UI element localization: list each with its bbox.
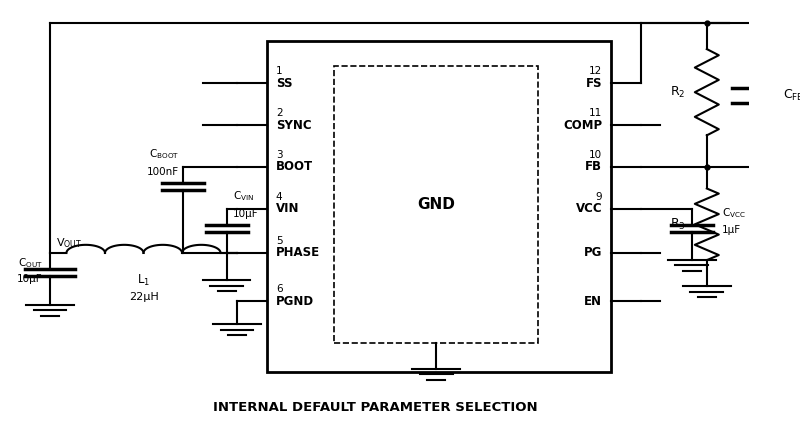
Text: PGND: PGND — [276, 295, 314, 308]
Text: SS: SS — [276, 77, 293, 89]
Text: 5: 5 — [276, 236, 282, 246]
Text: $\mathrm{L_1}$: $\mathrm{L_1}$ — [137, 273, 150, 288]
Text: COMP: COMP — [563, 119, 602, 132]
Text: 4: 4 — [276, 192, 282, 202]
Text: FS: FS — [586, 77, 602, 89]
Text: PG: PG — [584, 246, 602, 260]
Text: VCC: VCC — [575, 203, 602, 215]
Text: SYNC: SYNC — [276, 119, 311, 132]
Bar — [267, 41, 611, 372]
Text: $\mathrm{C_{BOOT}}$: $\mathrm{C_{BOOT}}$ — [150, 148, 179, 161]
Text: $\mathrm{C_{OUT}}$: $\mathrm{C_{OUT}}$ — [18, 257, 42, 271]
Text: $\mathrm{C_{VCC}}$: $\mathrm{C_{VCC}}$ — [722, 206, 746, 220]
Text: BOOT: BOOT — [276, 160, 313, 173]
Text: 22μH: 22μH — [129, 292, 158, 302]
Text: FB: FB — [585, 160, 602, 173]
Text: 100nF: 100nF — [147, 167, 179, 177]
Text: 2: 2 — [276, 108, 282, 118]
Text: VIN: VIN — [276, 203, 299, 215]
Text: GND: GND — [418, 197, 455, 212]
Bar — [334, 66, 538, 343]
Text: 1μF: 1μF — [722, 225, 741, 235]
Text: 9: 9 — [595, 192, 602, 202]
Text: 12: 12 — [589, 66, 602, 76]
Text: 10μF: 10μF — [233, 209, 258, 219]
Text: $\mathrm{C_{VIN}}$: $\mathrm{C_{VIN}}$ — [233, 189, 254, 203]
Text: $\mathrm{V_{OUT}}$: $\mathrm{V_{OUT}}$ — [56, 236, 82, 250]
Text: 10μF: 10μF — [17, 274, 42, 284]
Text: $\mathrm{C_{FB}}$: $\mathrm{C_{FB}}$ — [783, 87, 800, 103]
Text: $\mathrm{R_2}$: $\mathrm{R_2}$ — [670, 85, 686, 100]
Text: EN: EN — [584, 295, 602, 308]
Text: PHASE: PHASE — [276, 246, 320, 260]
Text: 3: 3 — [276, 150, 282, 160]
Text: INTERNAL DEFAULT PARAMETER SELECTION: INTERNAL DEFAULT PARAMETER SELECTION — [213, 401, 538, 414]
Text: 1: 1 — [276, 66, 282, 76]
Text: 6: 6 — [276, 284, 282, 295]
Text: $\mathrm{R_3}$: $\mathrm{R_3}$ — [670, 217, 686, 232]
Text: 10: 10 — [589, 150, 602, 160]
Text: 11: 11 — [589, 108, 602, 118]
